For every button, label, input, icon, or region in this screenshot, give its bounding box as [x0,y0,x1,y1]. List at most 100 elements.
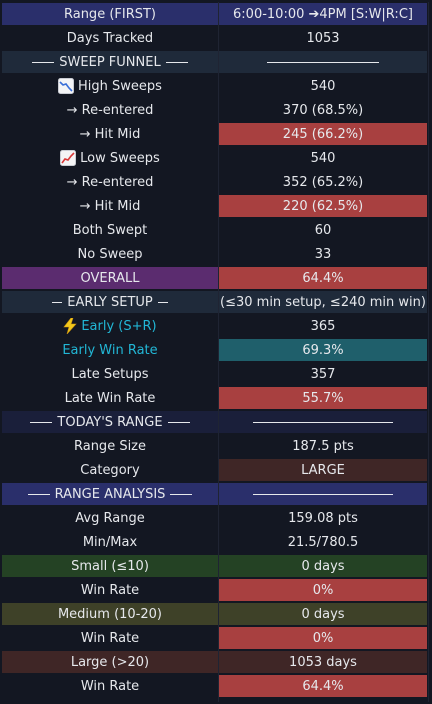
table-row-high-sweeps: High Sweeps 540 [0,74,432,98]
table-row-large: Large (>20) 1053 days [0,650,432,674]
lightning-icon [63,318,78,334]
table-row-large-win-rate: Win Rate 64.4% [0,674,432,698]
table-row-small-win-rate: Win Rate 0% [0,578,432,602]
table-row-days-tracked: Days Tracked 1053 [0,26,432,50]
table-row-small: Small (≤10) 0 days [0,554,432,578]
rule-line [30,421,53,423]
table-row-low-hit-mid: → Hit Mid 220 (62.5%) [0,194,432,218]
early-sr-value: 365 [310,318,336,334]
high-re-entered-value: 370 (68.5%) [282,102,364,118]
section-rule-sweep-funnel [219,51,427,73]
table-row-medium-win-rate: Win Rate 0% [0,626,432,650]
section-rule-range-analysis [219,483,427,505]
medium-label: Medium (10-20) [2,603,218,625]
table-row-low-re-entered: → Re-entered 352 (65.2%) [0,170,432,194]
table-right-edge [428,2,429,702]
table-row-range-size: Range Size 187.5 pts [0,434,432,458]
table-row-late-setups: Late Setups 357 [0,362,432,386]
table-row-early-sr: Early (S+R) 365 [0,314,432,338]
high-re-entered-label: → Re-entered [66,102,154,118]
table-row-medium: Medium (10-20) 0 days [0,602,432,626]
small-win-rate-label: Win Rate [80,582,140,598]
large-label: Large (>20) [2,651,218,673]
section-title-sweep-funnel: SWEEP FUNNEL [2,51,218,73]
medium-win-rate-label: Win Rate [80,630,140,646]
high-sweeps-label: High Sweeps [2,75,218,97]
low-sweeps-label: Low Sweeps [2,147,218,169]
section-rule-todays-range [219,411,427,433]
rule-line [52,301,63,303]
chart-increasing-icon [60,150,77,166]
section-title-text: EARLY SETUP [67,294,153,310]
rule-line [253,493,393,495]
rule-line [253,421,393,423]
low-re-entered-label: → Re-entered [66,174,154,190]
range-value: 6:00-10:00 ➔4PM [S:W|R:C] [219,3,427,25]
table-row-min-max: Min/Max 21.5/780.5 [0,530,432,554]
low-hit-mid-label: → Hit Mid [79,198,141,214]
large-value: 1053 days [219,651,427,673]
table-row-category: Category LARGE [0,458,432,482]
small-win-rate-value: 0% [219,579,427,601]
section-title-todays-range: TODAY'S RANGE [2,411,218,433]
late-win-rate-label: Late Win Rate [64,390,156,406]
section-title-text: SWEEP FUNNEL [59,54,161,70]
rule-line [170,493,193,495]
early-setup-criteria: (≤30 min setup, ≤240 min win) [219,291,427,313]
table-row-high-hit-mid: → Hit Mid 245 (66.2%) [0,122,432,146]
section-title-text: TODAY'S RANGE [57,414,163,430]
rule-line [267,61,379,63]
avg-range-value: 159.08 pts [288,510,358,526]
both-swept-value: 60 [314,222,332,238]
section-title-text: RANGE ANALYSIS [54,486,166,502]
section-todays-range: TODAY'S RANGE [0,410,432,434]
medium-win-rate-value: 0% [219,627,427,649]
late-setups-label: Late Setups [71,366,149,382]
min-max-label: Min/Max [82,534,138,550]
table-row-low-sweeps: Low Sweeps 540 [0,146,432,170]
no-sweep-label: No Sweep [77,246,143,262]
rule-line [167,421,190,423]
table-row-avg-range: Avg Range 159.08 pts [0,506,432,530]
large-win-rate-label: Win Rate [80,678,140,694]
early-win-rate-value: 69.3% [219,339,427,361]
early-sr-text: Early (S+R) [81,318,157,334]
days-tracked-label: Days Tracked [66,30,154,46]
rule-line [157,301,168,303]
table-row-both-swept: Both Swept 60 [0,218,432,242]
section-title-range-analysis: RANGE ANALYSIS [2,483,218,505]
table-row-no-sweep: No Sweep 33 [0,242,432,266]
no-sweep-value: 33 [314,246,332,262]
low-re-entered-value: 352 (65.2%) [282,174,364,190]
avg-range-label: Avg Range [75,510,145,526]
high-hit-mid-label: → Hit Mid [79,126,141,142]
low-sweeps-value: 540 [310,150,336,166]
category-label: Category [80,462,140,478]
section-sweep-funnel: SWEEP FUNNEL [0,50,432,74]
small-label: Small (≤10) [2,555,218,577]
chart-decreasing-icon [58,78,75,94]
late-setups-value: 357 [310,366,336,382]
high-sweeps-value: 540 [310,78,336,94]
small-value: 0 days [219,555,427,577]
table-row-range: Range (FIRST) 6:00-10:00 ➔4PM [S:W|R:C] [0,2,432,26]
rule-line [32,61,55,63]
large-win-rate-value: 64.4% [219,675,427,697]
column-divider [218,2,219,702]
section-title-early-setup: EARLY SETUP [2,291,218,313]
low-hit-mid-value: 220 (62.5%) [219,195,427,217]
rule-line [165,61,188,63]
early-sr-label: Early (S+R) [2,315,218,337]
min-max-value: 21.5/780.5 [287,534,359,550]
medium-value: 0 days [219,603,427,625]
section-range-analysis: RANGE ANALYSIS [0,482,432,506]
range-label: Range (FIRST) [2,3,218,25]
low-sweeps-text: Low Sweeps [80,150,160,166]
table-row-early-win-rate: Early Win Rate 69.3% [0,338,432,362]
table-row-high-re-entered: → Re-entered 370 (68.5%) [0,98,432,122]
early-win-rate-label: Early Win Rate [62,342,158,358]
range-size-label: Range Size [73,438,147,454]
days-tracked-value: 1053 [306,30,340,46]
table-row-late-win-rate: Late Win Rate 55.7% [0,386,432,410]
